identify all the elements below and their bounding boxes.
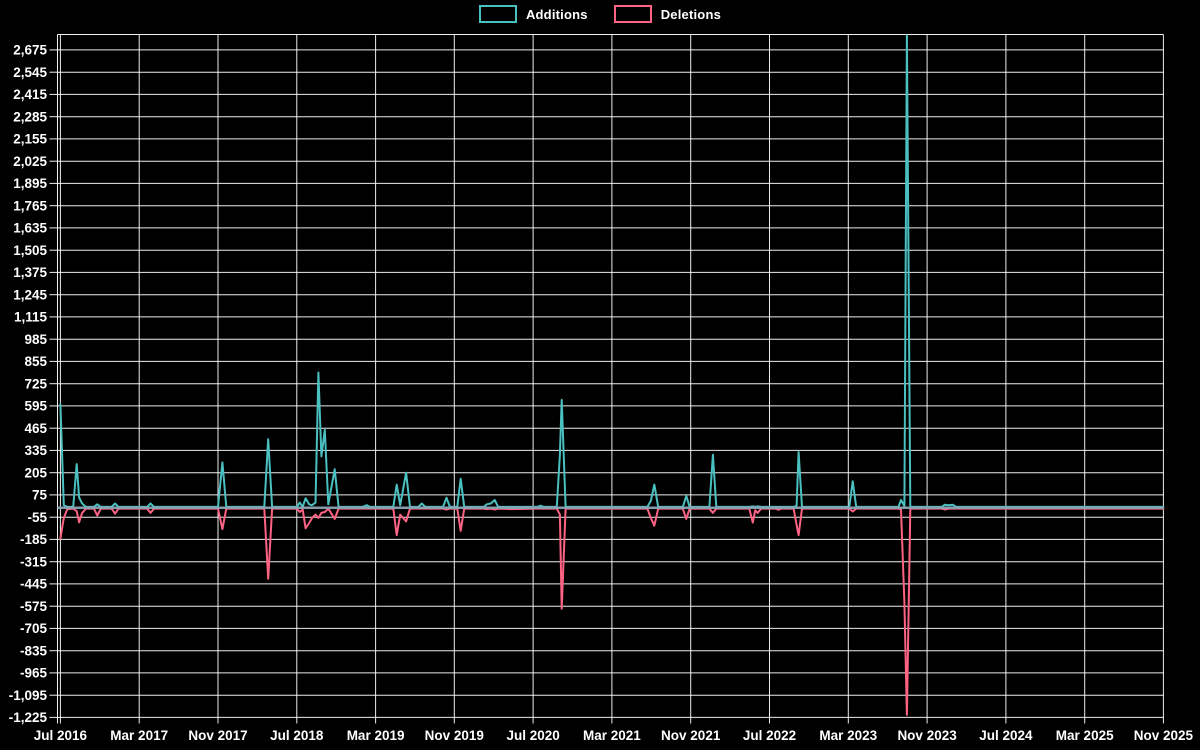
svg-text:-705: -705 — [20, 621, 48, 636]
additions-swatch-icon — [478, 5, 517, 23]
svg-text:-1,095: -1,095 — [9, 688, 48, 703]
svg-text:-315: -315 — [20, 554, 48, 569]
chart-grid: 2,675 2,545 2,415 2,285 2,155 2,025 1,895 1,765… — [9, 34, 1194, 743]
svg-text:Mar 2017: Mar 2017 — [110, 728, 168, 743]
svg-text:1,245: 1,245 — [13, 287, 47, 302]
svg-text:985: 985 — [24, 332, 47, 347]
svg-text:2,415: 2,415 — [13, 87, 47, 102]
svg-text:-1,225: -1,225 — [9, 710, 48, 725]
svg-text:Mar 2025: Mar 2025 — [1056, 728, 1114, 743]
additions-legend-label: Additions — [525, 6, 588, 22]
svg-text:-575: -575 — [20, 599, 48, 614]
svg-text:Mar 2023: Mar 2023 — [819, 728, 877, 743]
svg-text:205: 205 — [24, 465, 47, 480]
svg-text:335: 335 — [24, 443, 47, 458]
svg-text:1,765: 1,765 — [13, 198, 47, 213]
svg-text:-835: -835 — [20, 643, 48, 658]
legend-item-deletions[interactable]: Deletions — [613, 5, 722, 23]
svg-text:-445: -445 — [20, 577, 48, 592]
svg-text:Nov 2023: Nov 2023 — [897, 728, 957, 743]
svg-text:Mar 2021: Mar 2021 — [583, 728, 641, 743]
svg-text:2,675: 2,675 — [13, 43, 47, 58]
svg-text:Nov 2025: Nov 2025 — [1134, 728, 1194, 743]
deletions-swatch-icon — [613, 5, 652, 23]
legend-item-additions[interactable]: Additions — [478, 5, 588, 23]
svg-text:-965: -965 — [20, 666, 48, 681]
svg-text:1,505: 1,505 — [13, 243, 47, 258]
svg-text:Mar 2019: Mar 2019 — [347, 728, 405, 743]
svg-text:1,375: 1,375 — [13, 265, 47, 280]
svg-text:1,115: 1,115 — [14, 310, 48, 325]
chart-legend: Additions Deletions — [0, 5, 1200, 23]
svg-text:1,635: 1,635 — [13, 221, 47, 236]
svg-text:2,545: 2,545 — [13, 65, 47, 80]
svg-text:Nov 2021: Nov 2021 — [661, 728, 721, 743]
svg-text:75: 75 — [32, 488, 48, 503]
svg-text:-55: -55 — [27, 510, 47, 525]
svg-text:2,155: 2,155 — [13, 132, 47, 147]
svg-text:2,285: 2,285 — [13, 109, 47, 124]
svg-text:2,025: 2,025 — [13, 154, 47, 169]
svg-text:465: 465 — [24, 421, 47, 436]
svg-text:Jul 2018: Jul 2018 — [270, 728, 324, 743]
svg-text:Jul 2016: Jul 2016 — [34, 728, 88, 743]
svg-text:855: 855 — [24, 354, 47, 369]
svg-text:Nov 2017: Nov 2017 — [188, 728, 247, 743]
svg-text:Jul 2020: Jul 2020 — [506, 728, 559, 743]
svg-text:595: 595 — [24, 399, 47, 414]
svg-text:1,895: 1,895 — [13, 176, 47, 191]
svg-text:Jul 2022: Jul 2022 — [743, 728, 796, 743]
deletions-legend-label: Deletions — [660, 6, 722, 22]
svg-text:Jul 2024: Jul 2024 — [979, 728, 1033, 743]
svg-text:-185: -185 — [20, 532, 48, 547]
svg-text:725: 725 — [24, 376, 47, 391]
svg-text:Nov 2019: Nov 2019 — [425, 728, 484, 743]
